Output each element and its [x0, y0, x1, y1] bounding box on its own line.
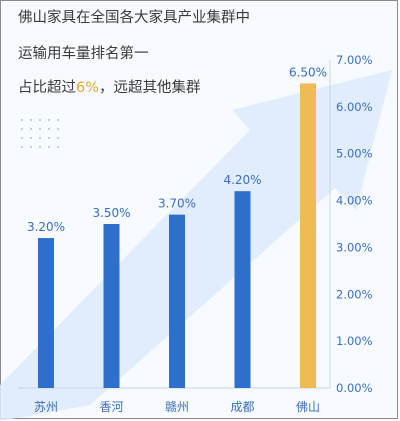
bar-佛山	[300, 83, 316, 388]
plot-area: 0.00% 1.00% 2.00% 3.00% 4.00% 5.00% 6.00% 7.00%…	[18, 53, 373, 414]
y-tick-label: 0.00%	[336, 381, 373, 395]
headline-line-3-suffix: ，远超其他集群	[99, 79, 201, 96]
bar-成都	[234, 191, 251, 388]
x-tick-label: 赣州	[165, 400, 189, 414]
data-label: 4.20%	[223, 173, 261, 187]
bar-香河	[103, 224, 120, 388]
y-tick-label: 2.00%	[336, 287, 373, 301]
x-tick-label: 香河	[99, 400, 123, 414]
x-tick-label: 成都	[230, 400, 254, 414]
y-tick-label: 5.00%	[336, 147, 373, 161]
headline-line-3-prefix: 占比超过	[18, 79, 76, 96]
y-tick-label: 7.00%	[336, 53, 373, 67]
data-label: 3.70%	[158, 197, 196, 211]
headline-highlight-value: 6%	[76, 80, 99, 96]
bar-赣州	[169, 214, 185, 388]
y-tick-label: 6.00%	[336, 100, 373, 114]
y-tick-label: 3.00%	[336, 240, 373, 254]
headline-line-2: 运输用车量排名第一	[18, 44, 149, 62]
data-label: 6.50%	[289, 65, 327, 79]
headline-line-3: 占比超过6%，远超其他集群	[18, 79, 201, 96]
y-tick-label: 1.00%	[336, 334, 373, 348]
dot-pattern-decoration	[20, 118, 60, 149]
y-tick-label: 4.00%	[336, 194, 373, 208]
data-label: 3.20%	[27, 220, 65, 234]
x-tick-label: 佛山	[296, 400, 320, 414]
trend-arrow-decoration	[0, 70, 392, 421]
x-tick-label: 苏州	[34, 400, 58, 414]
headline-line-1: 佛山家具在全国各大家具产业集群中	[18, 8, 250, 26]
data-label: 3.50%	[92, 206, 130, 220]
bar-苏州	[38, 238, 54, 388]
